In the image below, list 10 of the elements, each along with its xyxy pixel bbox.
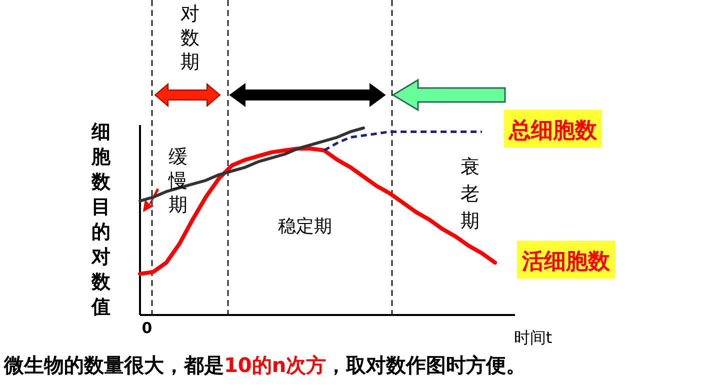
annotation: 稳定期 xyxy=(278,216,332,237)
annotation: 缓慢期 xyxy=(168,146,188,216)
x-axis-title: 时间t xyxy=(514,328,552,347)
series-label: 活细胞数 xyxy=(521,250,611,275)
y-axis-title: 细胞数目的对数值 xyxy=(90,121,112,318)
text: 0 xyxy=(142,319,152,337)
series-label: 总细胞数 xyxy=(508,118,598,144)
annotation: 衰老期 xyxy=(460,156,480,232)
text: 微生物的数量很大，都是10的n次方，取对数作图时方便。 xyxy=(3,353,526,377)
text: 对数期 xyxy=(180,3,200,73)
